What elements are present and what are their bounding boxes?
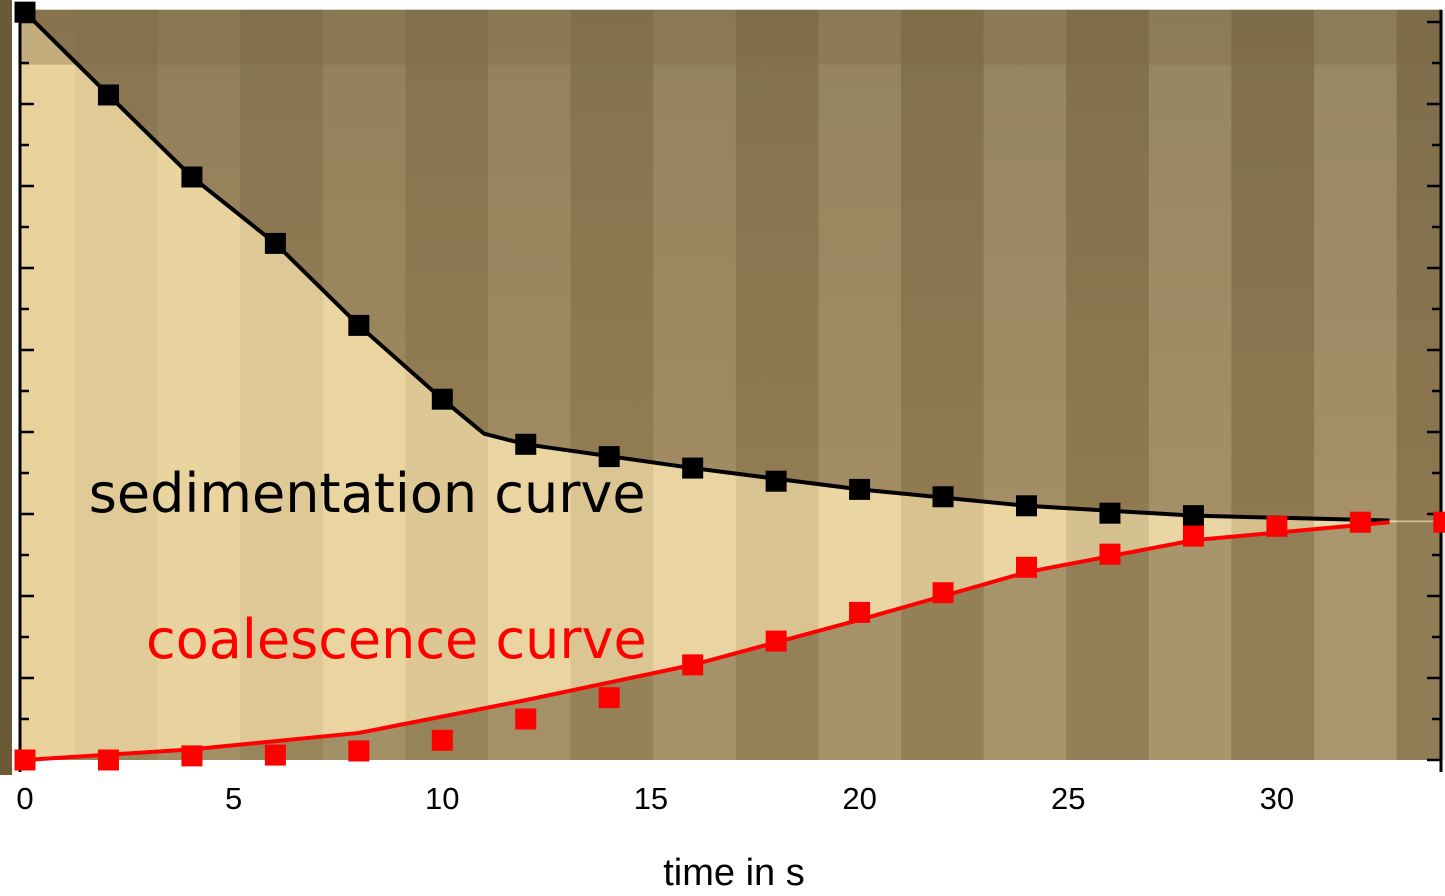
x-tick-label: 25 (1051, 781, 1085, 816)
data-point (515, 708, 537, 730)
column-stripe (1314, 9, 1397, 760)
data-point (1433, 511, 1445, 533)
data-point (181, 745, 203, 767)
data-point (97, 749, 119, 771)
data-point (1099, 543, 1121, 565)
column-stripe (405, 9, 488, 760)
x-tick-label: 5 (225, 781, 242, 816)
column-stripe (1066, 9, 1149, 760)
data-point (598, 687, 620, 709)
data-point (1182, 525, 1204, 547)
data-point (431, 388, 453, 410)
data-point (682, 457, 704, 479)
x-tick-label: 10 (425, 781, 459, 816)
x-tick-label: 20 (842, 781, 876, 816)
data-point (849, 601, 871, 623)
data-point (849, 478, 871, 500)
data-point (14, 1, 36, 23)
data-point (682, 654, 704, 676)
dark-region (20, 9, 1441, 521)
data-point (181, 166, 203, 188)
data-point (431, 729, 453, 751)
column-stripe (901, 9, 984, 760)
column-stripe (653, 9, 736, 760)
data-point (1266, 515, 1288, 537)
column-stripe (570, 9, 654, 760)
data-point (515, 433, 537, 455)
column-stripe (1231, 9, 1314, 760)
dark-region (25, 522, 1441, 760)
column-stripe (322, 9, 406, 760)
x-tick-label: 0 (16, 781, 33, 816)
data-point (1016, 495, 1038, 517)
annotation: sedimentation curve (89, 462, 646, 525)
data-point (348, 314, 370, 336)
column-stripe (240, 9, 323, 760)
data-point (932, 582, 954, 604)
data-point (765, 630, 787, 652)
column-stripe (983, 9, 1067, 760)
column-stripe (1396, 9, 1445, 760)
data-point (264, 232, 286, 254)
column-stripe (1148, 9, 1232, 760)
data-point (97, 84, 119, 106)
data-point (765, 470, 787, 492)
data-point (598, 446, 620, 468)
column-stripe (488, 9, 571, 760)
x-axis-label: time in s (663, 852, 804, 894)
data-point (932, 486, 954, 508)
data-point (348, 740, 370, 762)
column-stripe (818, 9, 901, 760)
annotation: coalescence curve (146, 608, 647, 671)
background-decoration (20, 9, 1445, 760)
x-tick-label: 30 (1260, 781, 1294, 816)
top-band (20, 9, 1441, 65)
data-point (1182, 505, 1204, 527)
data-point (14, 749, 36, 771)
data-point (1099, 502, 1121, 524)
data-point (1016, 556, 1038, 578)
data-point (1349, 511, 1371, 533)
data-point (264, 744, 286, 766)
x-tick-label: 15 (634, 781, 668, 816)
image-edge (0, 0, 12, 775)
